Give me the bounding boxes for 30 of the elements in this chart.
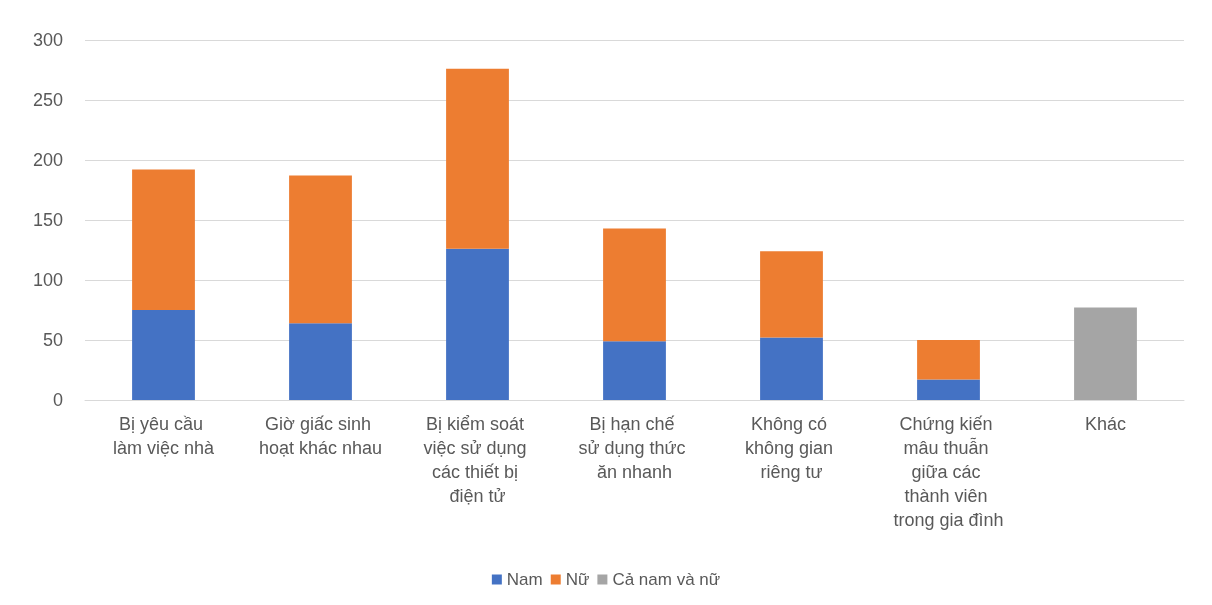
bar — [446, 68, 509, 249]
x-tick-label: Giờ giấc sinh hoạt khác nhau — [258, 414, 383, 458]
x-tick-label: Bị yêu cầu làm việc nhà — [112, 414, 216, 458]
x-tick-label: Không có không gian riêng tư — [744, 414, 839, 482]
legend-label: Nam — [506, 570, 543, 589]
legend-label: Nữ — [565, 570, 590, 589]
x-tick-label: Bị hạn chế sử dụng thức ăn nhanh — [578, 414, 691, 482]
y-tick-label: 250 — [32, 90, 63, 110]
y-tick-label: 0 — [52, 390, 63, 410]
legend-label: Cả nam và nữ — [612, 570, 721, 589]
bar — [1074, 307, 1137, 400]
y-tick-label: 150 — [32, 210, 63, 230]
bar — [603, 341, 666, 400]
x-tick-label: Bị kiểm soát việc sử dụng các thiết bị điện tử — [423, 414, 532, 506]
bar — [760, 251, 823, 338]
bar — [917, 379, 980, 400]
bar — [760, 337, 823, 400]
bar — [289, 175, 352, 324]
bar — [917, 340, 980, 380]
bar — [446, 248, 509, 400]
x-tick-label: Khác — [1084, 414, 1127, 434]
bar — [132, 169, 195, 310]
bar — [289, 323, 352, 400]
bar — [132, 310, 195, 400]
y-tick-label: 100 — [32, 270, 63, 290]
y-tick-label: 300 — [32, 30, 63, 50]
bar — [603, 228, 666, 342]
y-tick-label: 50 — [42, 330, 63, 350]
x-tick-label: Chứng kiến mâu thuẫn giữa các thành viên trong gia đình — [893, 414, 1004, 530]
y-tick-label: 200 — [32, 150, 63, 170]
